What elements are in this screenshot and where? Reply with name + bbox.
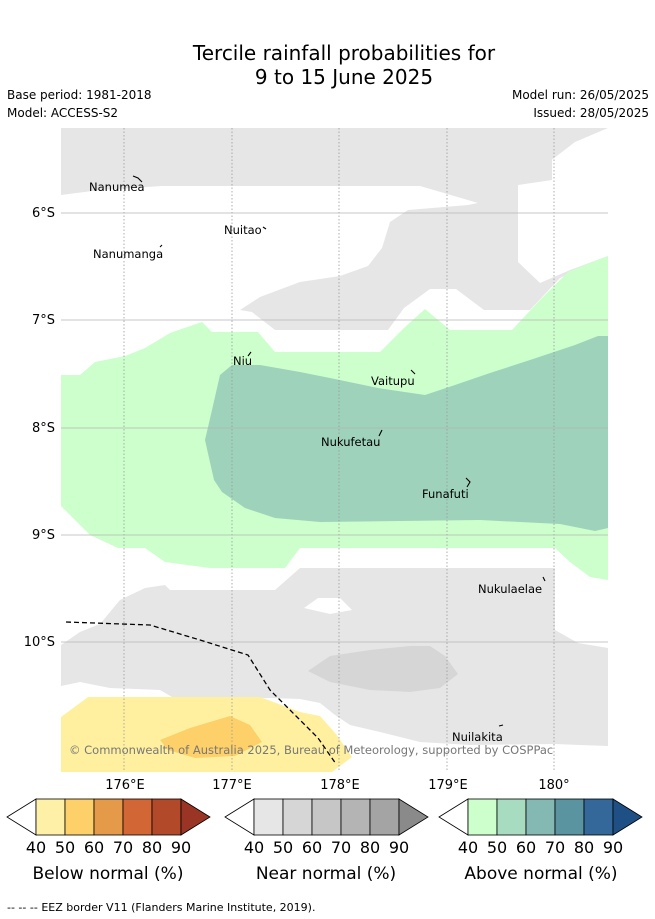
lon-label-178e: 178°E — [320, 778, 360, 793]
above-tick-80: 80 — [573, 838, 595, 857]
funafuti-island — [465, 477, 471, 488]
map-white-patch — [304, 598, 352, 614]
nanumea-island — [132, 175, 143, 183]
base-period: Base period: 1981-2018 — [7, 88, 152, 102]
place-nanumanga: Nanumanga — [93, 247, 164, 261]
near-tick-90: 90 — [388, 838, 410, 857]
map-white-gap — [518, 128, 608, 283]
map-title-line2: 9 to 15 June 2025 — [254, 65, 434, 89]
place-nuilakita: Nuilakita — [452, 730, 503, 744]
issued-date: Issued: 28/05/2025 — [533, 106, 649, 120]
nukufetau-island — [378, 429, 383, 437]
lat-label-9s: 9°S — [31, 528, 55, 543]
place-niu: Niu — [233, 354, 253, 368]
below-normal-label: Below normal (%) — [32, 864, 184, 884]
below-tick-80: 80 — [141, 838, 163, 857]
near-tick-40: 40 — [243, 838, 265, 857]
meridian-gridlines — [123, 128, 555, 772]
near-normal-region-north-east — [518, 128, 598, 185]
place-nukufetau: Nukufetau — [321, 435, 381, 449]
below-normal-region-50 — [160, 716, 262, 758]
colorbar-above-normal — [438, 798, 643, 836]
nanumanga-island — [159, 244, 163, 248]
lon-label-180: 180° — [538, 778, 570, 793]
niu-island — [247, 351, 252, 357]
near-normal-region-south-50 — [308, 646, 458, 692]
place-nuitao: Nuitao — [224, 223, 262, 237]
below-tick-40: 40 — [25, 838, 47, 857]
above-normal-region-50 — [205, 336, 608, 531]
parallel-gridlines — [61, 212, 608, 643]
above-tick-50: 50 — [486, 838, 508, 857]
above-normal-label: Above normal (%) — [464, 864, 618, 884]
near-normal-label: Near normal (%) — [255, 864, 397, 884]
near-tick-70: 70 — [330, 838, 352, 857]
eez-legend-text: EEZ border V11 (Flanders Marine Institut… — [41, 901, 316, 914]
above-tick-40: 40 — [457, 838, 479, 857]
place-nanumea: Nanumea — [89, 180, 145, 194]
lon-label-179e: 179°E — [428, 778, 468, 793]
below-tick-70: 70 — [112, 838, 134, 857]
place-funafuti: Funafuti — [422, 487, 469, 501]
copyright-notice: © Commonwealth of Australia 2025, Bureau… — [69, 743, 554, 757]
model-run: Model run: 26/05/2025 — [511, 88, 649, 102]
place-vaitupu: Vaitupu — [371, 374, 415, 388]
eez-legend-dash: -- -- -- — [7, 901, 38, 914]
above-tick-60: 60 — [515, 838, 537, 857]
model-name: Model: ACCESS-S2 — [7, 106, 119, 120]
nuilakita-island — [498, 724, 504, 727]
island-outlines — [132, 175, 546, 727]
lon-label-176e: 176°E — [105, 778, 145, 793]
eez-border — [65, 621, 337, 765]
eez-legend: -- -- -- EEZ border V11 (Flanders Marine… — [7, 901, 315, 914]
below-tick-50: 50 — [54, 838, 76, 857]
map-title-line1: Tercile rainfall probabilities for — [192, 41, 496, 65]
nuitao-island — [262, 226, 267, 230]
lat-label-8s: 8°S — [31, 421, 55, 436]
colorbar-below-normal — [6, 798, 211, 836]
below-tick-60: 60 — [83, 838, 105, 857]
place-nukulaelae: Nukulaelae — [478, 582, 543, 596]
lat-label-10s: 10°S — [23, 635, 55, 650]
vaitupu-island — [410, 369, 416, 375]
below-tick-90: 90 — [170, 838, 192, 857]
above-tick-70: 70 — [544, 838, 566, 857]
nukulaelae-island — [542, 576, 546, 582]
colorbar-near-normal — [224, 798, 429, 836]
lat-label-7s: 7°S — [31, 313, 55, 328]
near-tick-50: 50 — [272, 838, 294, 857]
lon-label-177e: 177°E — [212, 778, 252, 793]
near-normal-region-north — [61, 128, 608, 330]
lat-label-6s: 6°S — [31, 206, 55, 221]
above-tick-90: 90 — [602, 838, 624, 857]
near-tick-60: 60 — [301, 838, 323, 857]
near-tick-80: 80 — [359, 838, 381, 857]
